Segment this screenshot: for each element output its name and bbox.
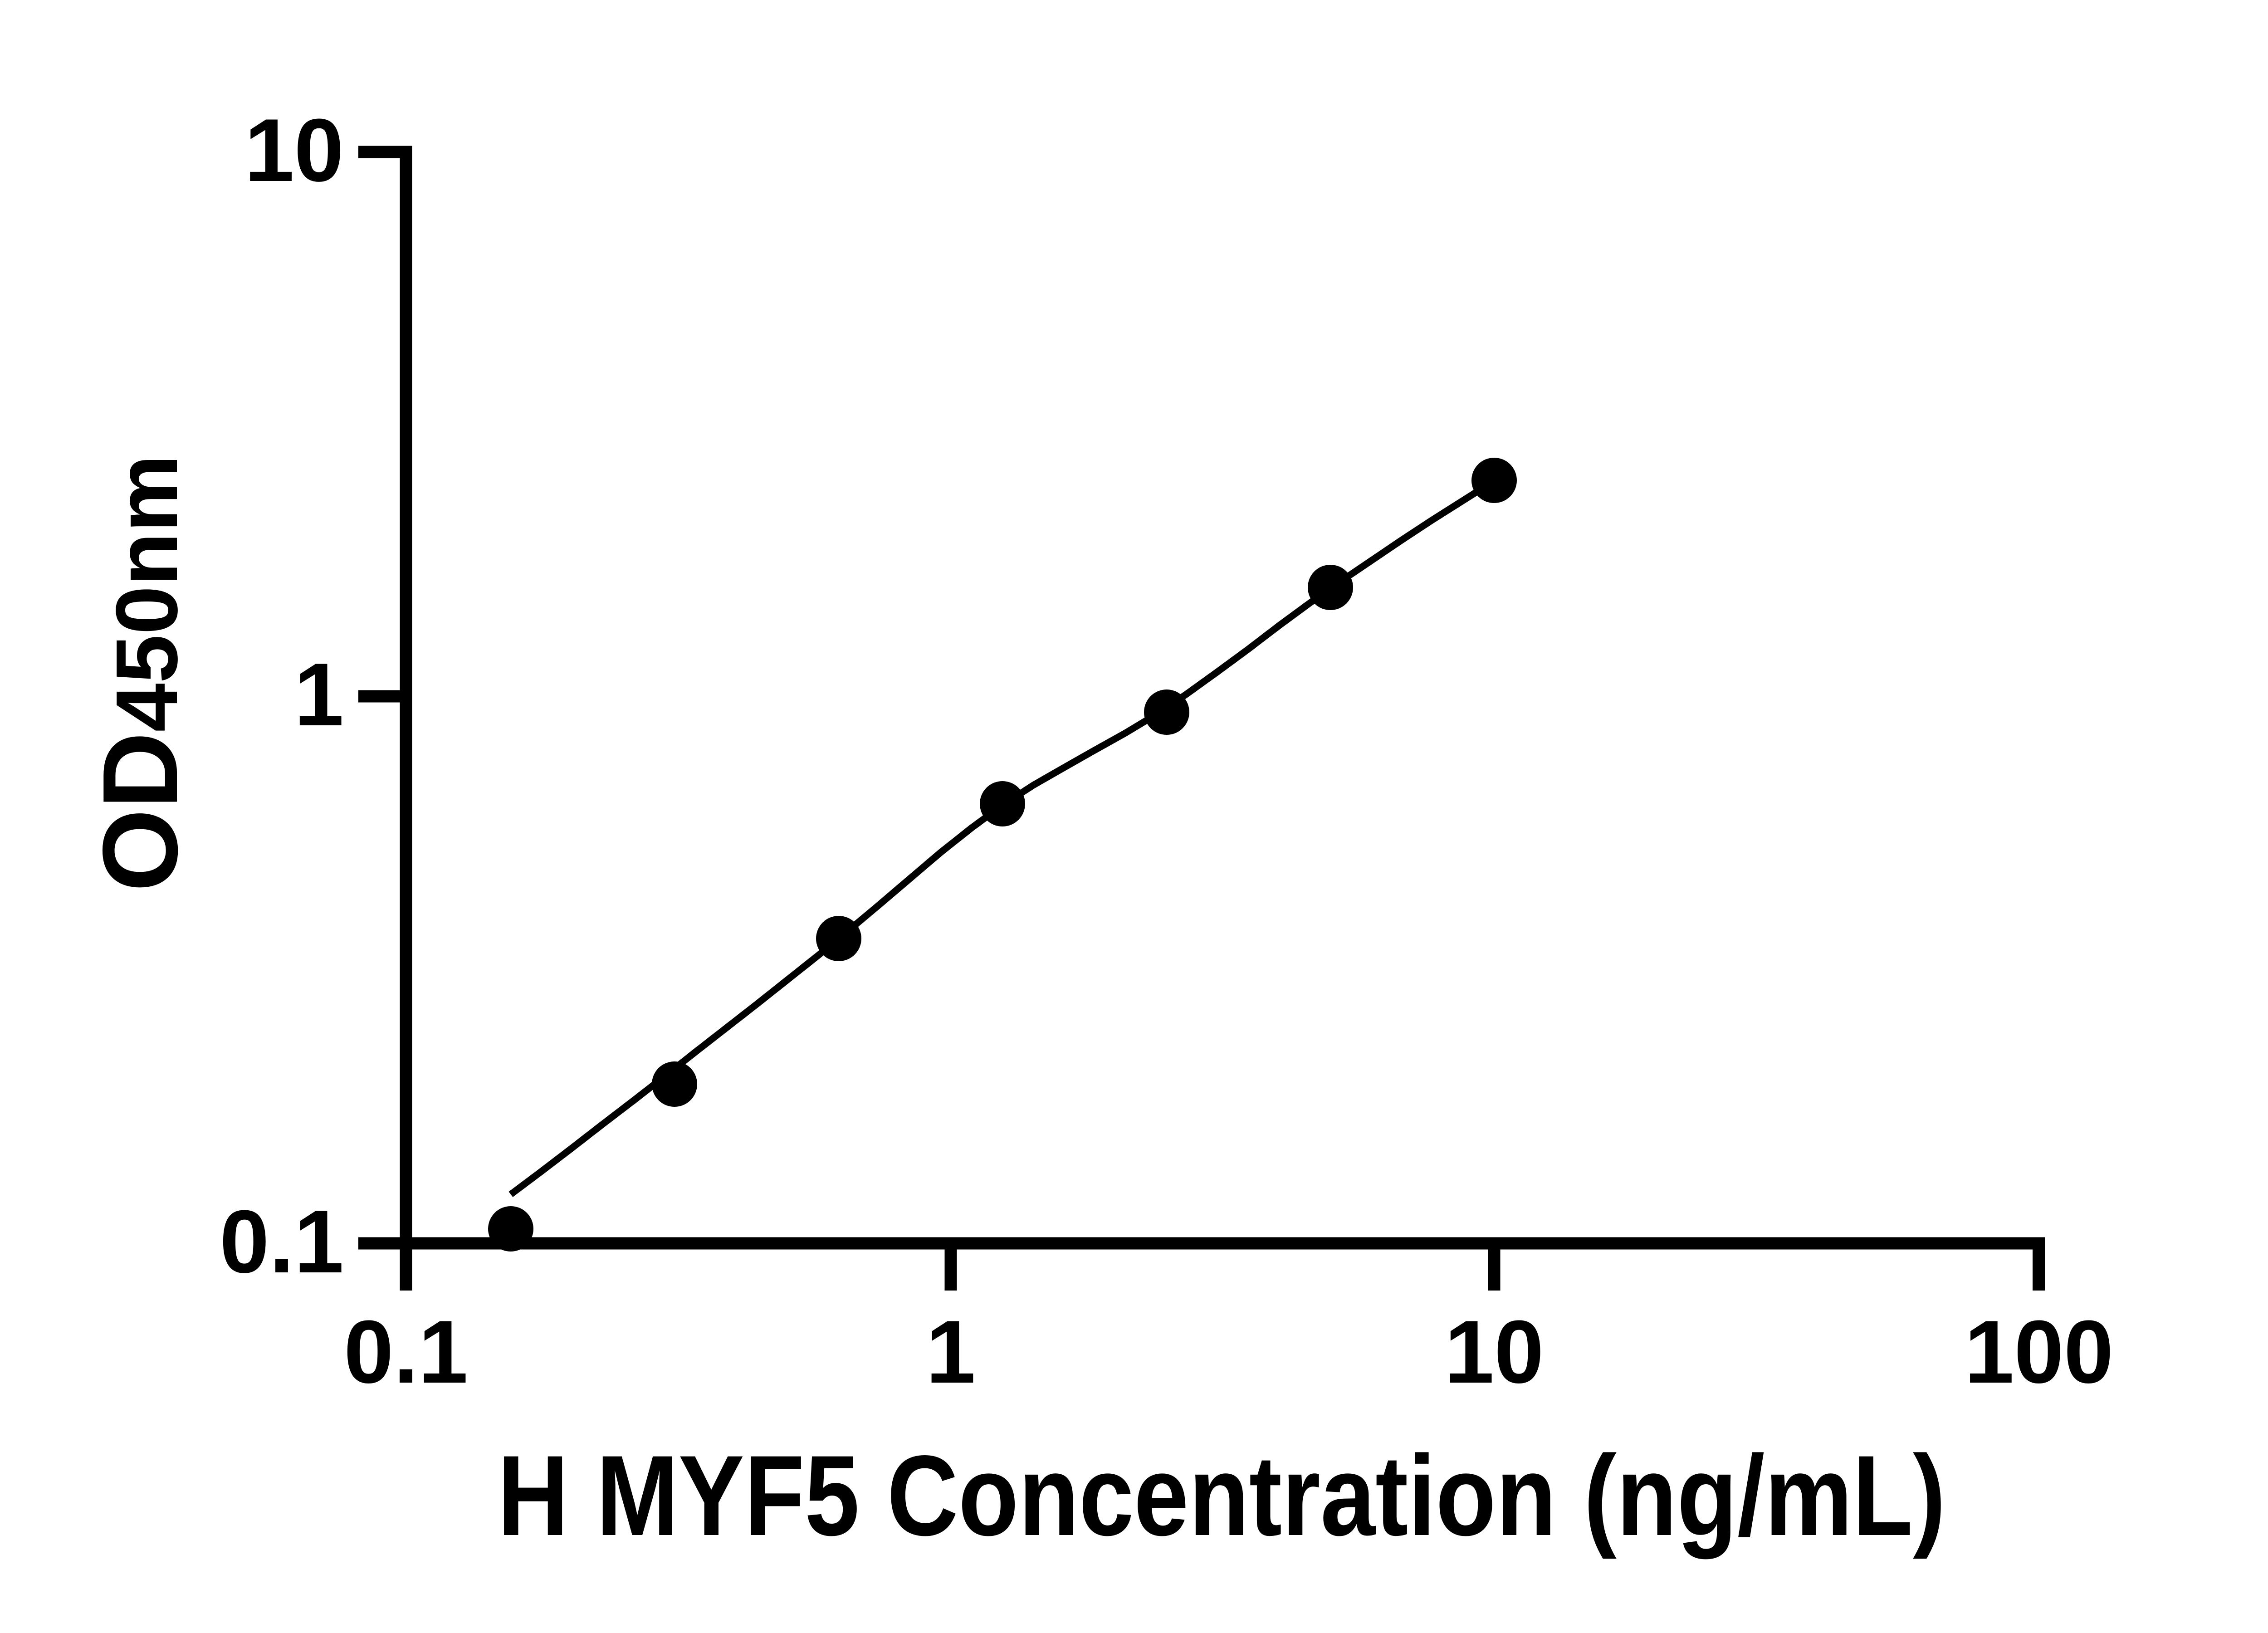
svg-text:OD450nm: OD450nm: [80, 455, 200, 892]
svg-text:100: 100: [1965, 1302, 2114, 1402]
svg-text:1: 1: [926, 1302, 976, 1402]
svg-text:0.1: 0.1: [220, 1192, 344, 1291]
svg-text:10: 10: [244, 100, 344, 200]
svg-text:H MYF5 Concentration (ng/mL): H MYF5 Concentration (ng/mL): [498, 1432, 1946, 1559]
svg-text:1: 1: [294, 645, 344, 744]
svg-text:0.1: 0.1: [344, 1302, 468, 1402]
svg-text:10: 10: [1444, 1302, 1544, 1402]
